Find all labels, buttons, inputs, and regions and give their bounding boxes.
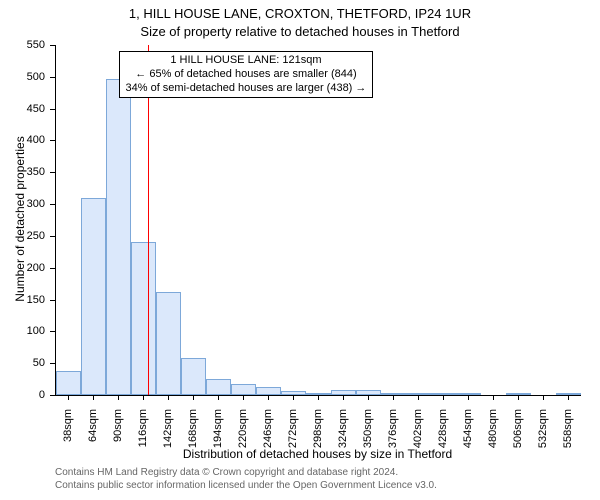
y-tick-mark xyxy=(50,300,55,301)
y-axis-label: Number of detached properties xyxy=(13,119,27,319)
histogram-bar xyxy=(306,393,331,395)
chart-title-line2: Size of property relative to detached ho… xyxy=(0,24,600,39)
y-tick-label: 200 xyxy=(0,262,45,274)
annotation-line3: 34% of semi-detached houses are larger (… xyxy=(126,82,367,96)
credits: Contains HM Land Registry data © Crown c… xyxy=(55,467,437,492)
x-tick-mark xyxy=(518,395,519,400)
x-tick-mark xyxy=(168,395,169,400)
x-tick-mark xyxy=(93,395,94,400)
y-tick-label: 500 xyxy=(0,71,45,83)
x-tick-mark xyxy=(468,395,469,400)
annotation-box: 1 HILL HOUSE LANE: 121sqm ← 65% of detac… xyxy=(119,51,374,98)
y-tick-label: 400 xyxy=(0,134,45,146)
x-tick-mark xyxy=(418,395,419,400)
histogram-bar xyxy=(256,387,281,395)
x-tick-mark xyxy=(318,395,319,400)
y-tick-label: 450 xyxy=(0,103,45,115)
annotation-line2: ← 65% of detached houses are smaller (84… xyxy=(126,68,367,82)
credits-line2: Contains public sector information licen… xyxy=(55,480,437,493)
x-tick-mark xyxy=(368,395,369,400)
x-axis-label: Distribution of detached houses by size … xyxy=(55,447,580,461)
x-tick-mark xyxy=(568,395,569,400)
y-tick-label: 250 xyxy=(0,230,45,242)
y-tick-mark xyxy=(50,77,55,78)
y-tick-mark xyxy=(50,45,55,46)
x-tick-mark xyxy=(143,395,144,400)
x-tick-mark xyxy=(218,395,219,400)
x-tick-mark xyxy=(443,395,444,400)
y-tick-mark xyxy=(50,331,55,332)
histogram-bar xyxy=(81,198,106,395)
histogram-bar xyxy=(106,79,131,395)
y-tick-label: 350 xyxy=(0,166,45,178)
histogram-bar xyxy=(356,390,381,395)
y-tick-mark xyxy=(50,236,55,237)
histogram-bar xyxy=(56,371,81,395)
histogram-bar xyxy=(406,393,431,395)
plot-area: 1 HILL HOUSE LANE: 121sqm ← 65% of detac… xyxy=(55,45,581,396)
histogram-bar xyxy=(431,393,456,395)
histogram-bar xyxy=(281,391,306,395)
histogram-bar xyxy=(156,292,181,395)
histogram-bar xyxy=(556,393,581,395)
y-tick-label: 100 xyxy=(0,325,45,337)
y-tick-mark xyxy=(50,204,55,205)
y-tick-mark xyxy=(50,363,55,364)
x-tick-mark xyxy=(68,395,69,400)
annotation-line1: 1 HILL HOUSE LANE: 121sqm xyxy=(126,54,367,68)
chart-container: 1, HILL HOUSE LANE, CROXTON, THETFORD, I… xyxy=(0,0,600,500)
x-tick-mark xyxy=(543,395,544,400)
x-tick-mark xyxy=(293,395,294,400)
x-tick-mark xyxy=(118,395,119,400)
histogram-bar xyxy=(456,393,481,395)
y-tick-mark xyxy=(50,395,55,396)
histogram-bar xyxy=(331,390,356,395)
x-tick-mark xyxy=(268,395,269,400)
x-tick-mark xyxy=(243,395,244,400)
chart-title-line1: 1, HILL HOUSE LANE, CROXTON, THETFORD, I… xyxy=(0,6,600,21)
y-tick-label: 0 xyxy=(0,389,45,401)
x-tick-mark xyxy=(193,395,194,400)
histogram-bar xyxy=(131,242,156,395)
histogram-bar xyxy=(381,393,406,395)
y-tick-label: 50 xyxy=(0,357,45,369)
y-tick-label: 300 xyxy=(0,198,45,210)
x-tick-mark xyxy=(493,395,494,400)
y-tick-mark xyxy=(50,109,55,110)
y-tick-mark xyxy=(50,140,55,141)
histogram-bar xyxy=(506,393,531,395)
histogram-bar xyxy=(231,384,256,395)
histogram-bar xyxy=(181,358,206,395)
y-tick-mark xyxy=(50,268,55,269)
y-tick-label: 150 xyxy=(0,294,45,306)
x-tick-mark xyxy=(343,395,344,400)
histogram-bar xyxy=(206,379,231,395)
x-tick-mark xyxy=(393,395,394,400)
credits-line1: Contains HM Land Registry data © Crown c… xyxy=(55,467,437,480)
y-tick-mark xyxy=(50,172,55,173)
y-tick-label: 550 xyxy=(0,39,45,51)
